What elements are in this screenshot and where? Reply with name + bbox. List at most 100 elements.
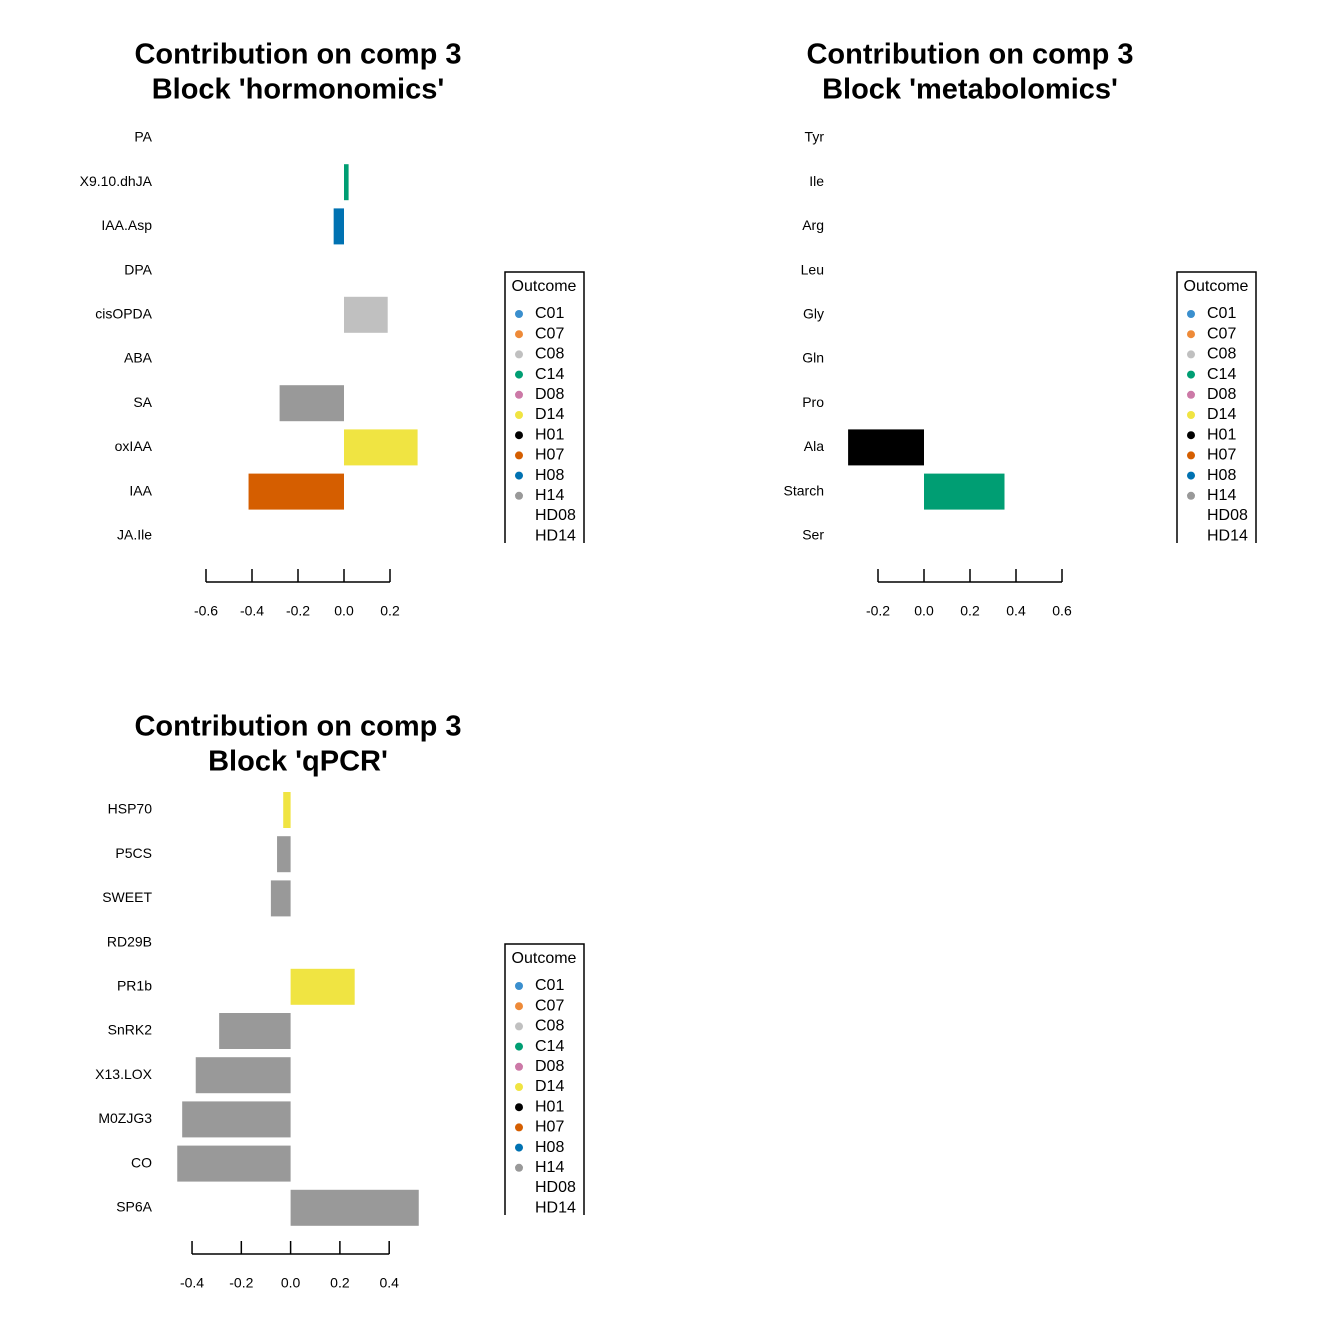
legend-box (504, 271, 585, 543)
legend-label: C08 (535, 1018, 564, 1035)
x-tick-label: -0.6 (194, 603, 218, 619)
legend-marker (515, 1062, 523, 1071)
legend-label: D14 (1207, 406, 1236, 423)
legend-label: C01 (535, 977, 564, 994)
legend-label: H07 (535, 1119, 564, 1136)
category-label: M0ZJG3 (98, 1110, 152, 1126)
legend-marker (1187, 310, 1195, 318)
legend-marker (1187, 350, 1195, 359)
category-label: X9.10.dhJA (80, 173, 153, 189)
category-label: IAA (129, 482, 152, 498)
bar (248, 473, 344, 510)
legend-label: D08 (535, 1058, 564, 1075)
x-tick-label: 0.0 (334, 603, 354, 619)
bar (283, 792, 291, 828)
legend-marker (515, 1083, 523, 1091)
bar (344, 429, 418, 466)
bar (270, 880, 291, 917)
legend-label: C01 (535, 305, 564, 322)
bar (277, 836, 291, 873)
legend-label: C14 (535, 366, 564, 383)
category-label: Gln (802, 350, 824, 366)
x-tick-label: -0.4 (180, 1275, 204, 1291)
category-label: X13.LOX (95, 1066, 152, 1082)
legend-label: H08 (1207, 467, 1236, 484)
legend-label: D14 (535, 1078, 564, 1095)
x-tick-label: 0.0 (281, 1275, 301, 1291)
legend-marker (515, 370, 523, 379)
legend: Outcome C01 C07 C08 C14 D08 D14 H01 H07 H08 H14 HD0… (504, 271, 585, 544)
legend-marker (515, 1143, 523, 1152)
bar (219, 1013, 291, 1049)
legend-label: D08 (535, 386, 564, 403)
legend-label: H08 (535, 467, 564, 484)
legend-label: HD14 (535, 527, 576, 544)
legend-marker (515, 330, 523, 339)
legend-marker (515, 310, 523, 318)
x-tick-label: 0.2 (330, 1275, 350, 1291)
legend-label: C08 (1207, 346, 1236, 363)
x-tick-label: -0.2 (229, 1275, 253, 1291)
x-tick-label: -0.2 (866, 603, 890, 619)
bar (182, 1101, 291, 1138)
category-label: HSP70 (108, 801, 153, 817)
legend-marker (515, 982, 523, 990)
category-label: SnRK2 (108, 1022, 153, 1038)
legend-label: D14 (535, 406, 564, 423)
chart-title: Contribution on comp 3 (134, 39, 461, 71)
legend-marker (515, 411, 523, 419)
legend-marker (1187, 390, 1195, 399)
legend-label: C01 (1207, 305, 1236, 322)
legend-label: H01 (535, 1098, 564, 1115)
legend: Outcome C01 C07 C08 C14 D08 D14 H01 H07 H08 H14 HD0… (504, 943, 585, 1215)
x-tick-label: -0.2 (286, 603, 310, 619)
legend-label: H07 (535, 447, 564, 464)
bar (333, 208, 344, 245)
category-label: Leu (801, 261, 824, 277)
legend-marker (515, 1163, 523, 1172)
bar (177, 1145, 291, 1182)
category-label: Ala (804, 438, 824, 454)
category-label: DPA (124, 261, 152, 277)
legend-label: HD14 (1207, 527, 1248, 544)
legend-box (504, 943, 585, 1215)
bar (195, 1057, 291, 1094)
bar (290, 968, 355, 1005)
legend-marker (515, 451, 523, 460)
x-tick-label: 0.4 (1006, 603, 1026, 619)
legend-marker (515, 431, 523, 440)
bar (290, 1189, 419, 1226)
legend-marker (1187, 451, 1195, 460)
category-label: Ile (809, 173, 824, 189)
legend-label: HD08 (535, 507, 576, 524)
x-tick-label: 0.4 (379, 1275, 399, 1291)
legend-marker (515, 390, 523, 399)
category-label: cisOPDA (95, 306, 152, 322)
bar (924, 473, 1005, 510)
legend-title: Outcome (512, 950, 577, 967)
chart-title: Block 'metabolomics' (822, 74, 1118, 106)
legend-label: H14 (1207, 487, 1236, 504)
chart-title: Contribution on comp 3 (806, 39, 1133, 71)
legend-label: C07 (535, 997, 564, 1014)
legend-label: H08 (535, 1139, 564, 1156)
legend-title: Outcome (512, 278, 577, 295)
category-label: PR1b (117, 978, 152, 994)
chart-title: Block 'hormonomics' (152, 74, 445, 106)
chart-title: Block 'qPCR' (208, 746, 388, 778)
chart-title: Contribution on comp 3 (134, 711, 461, 743)
legend-marker (1187, 370, 1195, 379)
x-tick-label: 0.6 (1052, 603, 1072, 619)
legend-title: Outcome (1184, 278, 1249, 295)
legend-marker (1187, 411, 1195, 419)
legend-marker (1187, 491, 1195, 500)
legend-marker (515, 350, 523, 359)
category-label: JA.Ile (117, 527, 152, 543)
legend-label: H14 (535, 487, 564, 504)
x-tick-label: 0.0 (914, 603, 934, 619)
